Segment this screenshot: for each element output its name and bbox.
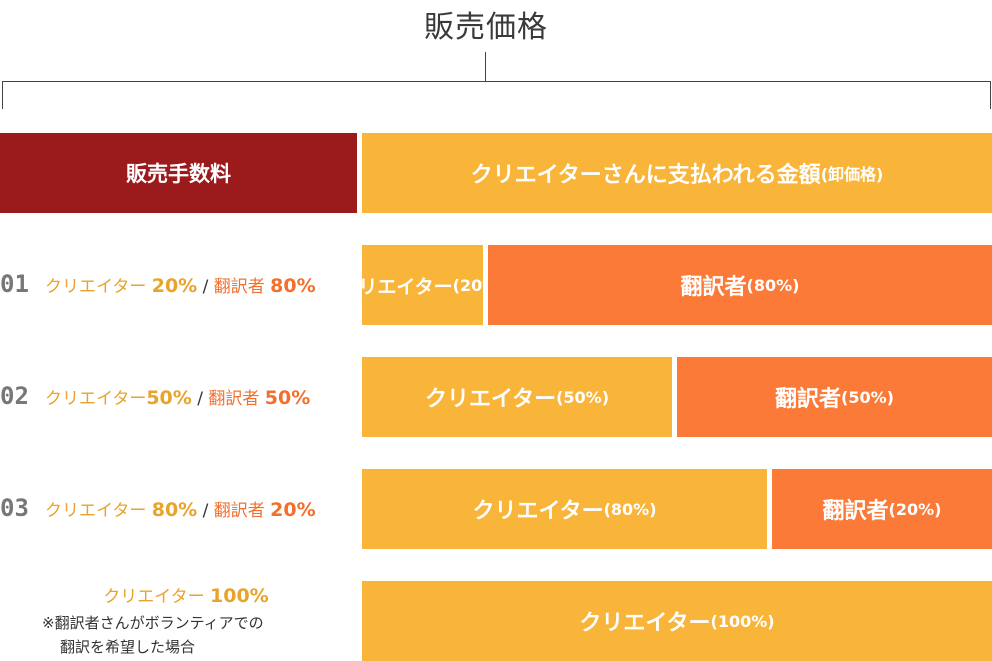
translator-segment-pct: (20%) [888, 499, 942, 519]
volunteer-note-line1: ※翻訳者さんがボランティアでの [42, 614, 264, 632]
row-number-02: 02 [0, 382, 29, 410]
separator: / [197, 389, 203, 409]
wholesale-label: クリエイターさんに支払われる金額 [470, 163, 821, 188]
creator-segment-label: クリエイター [472, 499, 604, 524]
row-label-03: クリエイター 80% / 翻訳者 20% [45, 496, 316, 521]
translator-segment-pct: (50%) [841, 387, 894, 407]
creator-pct: 80% [151, 499, 198, 521]
page-title: 販売価格 [424, 10, 548, 45]
sales-fee-label: 販売手数料 [126, 162, 231, 186]
creator-segment: クリエイター (50%) [362, 357, 672, 437]
bracket-horizontal [2, 81, 991, 82]
creator-segment: クリエイター (80%) [362, 469, 767, 549]
translator-pct: 20% [270, 499, 316, 521]
row-number-01: 01 [0, 270, 29, 298]
translator-pct: 50% [264, 387, 311, 409]
creator-segment-pct: (80%) [603, 499, 657, 519]
creator-segment-label: クリエイター [424, 387, 557, 412]
volunteer-note-line2: 翻訳を希望した場合 [60, 638, 196, 656]
creator-pct: 100% [210, 585, 269, 607]
split-bar-01: クリエイター (20%) 翻訳者 (80%) [339, 245, 992, 325]
row-number-03: 03 [0, 494, 29, 522]
creator-segment-label: クリエイター [579, 611, 711, 636]
bracket-right-end [990, 81, 991, 109]
translator-segment-label: 翻訳者 [822, 499, 889, 524]
creator-segment: クリエイター (100%) [362, 581, 992, 661]
separator: / [202, 501, 209, 521]
translator-segment-label: 翻訳者 [680, 275, 747, 300]
wholesale-bar: クリエイターさんに支払われる金額 (卸価格) [362, 133, 992, 213]
translator-label: 翻訳者 [213, 277, 265, 297]
translator-label: 翻訳者 [208, 389, 260, 409]
translator-label: 翻訳者 [213, 501, 265, 521]
creator-segment: クリエイター (20%) [339, 245, 506, 325]
wholesale-sub: (卸価格) [820, 165, 884, 184]
row-label-02: クリエイター50% / 翻訳者 50% [45, 384, 310, 409]
creator-segment-label: クリエイター [339, 275, 453, 298]
creator-label: クリエイター [45, 501, 147, 521]
bracket-left-end [2, 81, 3, 109]
translator-segment: 翻訳者 (20%) [772, 469, 992, 549]
creator-label: クリエイター [45, 389, 147, 409]
split-bar-04: クリエイター (100%) [362, 581, 992, 661]
creator-segment-pct: (50%) [556, 387, 610, 407]
creator-pct: 20% [151, 275, 198, 297]
bracket-stem [485, 52, 486, 81]
creator-pct: 50% [146, 387, 192, 409]
translator-segment: 翻訳者 (80%) [488, 245, 992, 325]
creator-label: クリエイター [45, 277, 147, 297]
split-bar-02: クリエイター (50%) 翻訳者 (50%) [362, 357, 992, 437]
row-label-01: クリエイター 20% / 翻訳者 80% [45, 272, 316, 297]
row-label-04: クリエイター 100% [0, 582, 372, 607]
translator-pct: 80% [270, 275, 316, 297]
translator-segment-label: 翻訳者 [775, 387, 842, 412]
creator-label: クリエイター [103, 587, 205, 607]
separator: / [202, 277, 209, 297]
creator-segment-pct: (100%) [710, 611, 775, 631]
translator-segment-pct: (80%) [746, 275, 800, 295]
sales-fee-bar: 販売手数料 [0, 133, 357, 213]
translator-segment: 翻訳者 (50%) [677, 357, 992, 437]
split-bar-03: クリエイター (80%) 翻訳者 (20%) [362, 469, 992, 549]
